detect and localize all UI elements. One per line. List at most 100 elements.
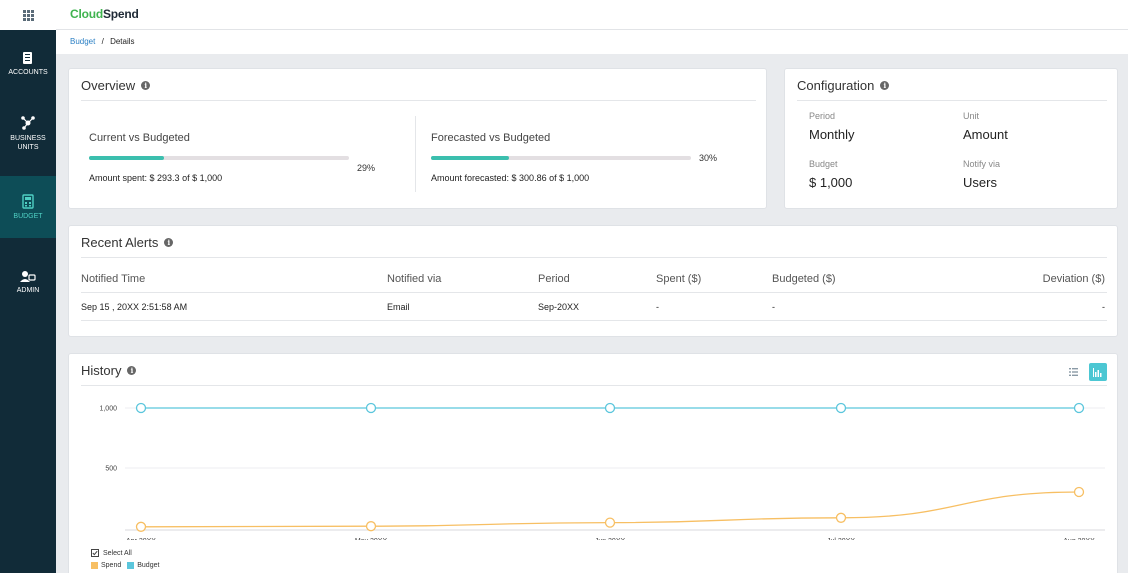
- chart-view-button[interactable]: [1089, 363, 1107, 381]
- history-title-text: History: [81, 363, 122, 378]
- forecast-progress-bar: [431, 156, 691, 160]
- current-vs-budgeted-label: Current vs Budgeted: [89, 132, 190, 144]
- select-all-checkbox[interactable]: Select All: [91, 549, 132, 557]
- sidebar-item-label-line2: UNITS: [17, 143, 39, 151]
- divider: [797, 100, 1107, 101]
- sidebar-item-business-units[interactable]: BUSINESS UNITS: [0, 106, 56, 160]
- info-icon[interactable]: i: [127, 366, 137, 375]
- budget-data-point: [604, 402, 616, 414]
- vertical-divider: [415, 116, 416, 192]
- select-all-label: Select All: [103, 549, 132, 557]
- column-header-spent[interactable]: Spent ($): [656, 273, 702, 285]
- spend-data-point: [835, 512, 847, 523]
- column-header-notified-via[interactable]: Notified via: [387, 273, 442, 285]
- app-logo[interactable]: CloudSpend: [70, 7, 139, 21]
- amount-spent-text: Amount spent: $ 293.3 of $ 1,000: [89, 173, 223, 183]
- grid-icon: [22, 9, 34, 21]
- current-progress-fill: [89, 156, 165, 160]
- cell-notified-time: Sep 15 , 20XX 2:51:58 AM: [81, 302, 188, 312]
- network-icon: [21, 115, 35, 130]
- info-icon[interactable]: i: [880, 81, 890, 90]
- x-tick-label: Jul 20XX: [827, 538, 855, 540]
- chart-legend: Spend Budget: [91, 562, 159, 569]
- logo-text-spend: Spend: [103, 7, 139, 21]
- overview-card: Overview i Current vs Budgeted 29% Amoun…: [68, 68, 767, 209]
- overview-title: Overview i: [81, 78, 151, 93]
- spend-data-point: [135, 521, 147, 532]
- amount-forecasted-text: Amount forecasted: $ 300.86 of $ 1,000: [431, 173, 590, 183]
- breadcrumb: Budget / Details: [70, 37, 135, 46]
- y-tick-label: 1,000: [99, 406, 117, 413]
- breadcrumb-separator: /: [101, 37, 104, 46]
- sidebar-item-label-line1: BUSINESS: [10, 134, 46, 142]
- info-icon[interactable]: i: [141, 81, 151, 90]
- y-tick-label: 500: [105, 466, 117, 473]
- cell-notified-via: Email: [387, 302, 410, 312]
- column-header-notified-time[interactable]: Notified Time: [81, 273, 146, 285]
- legend-item-spend[interactable]: Spend: [91, 562, 121, 569]
- sidebar-item-label: ACCOUNTS: [8, 69, 48, 76]
- breadcrumb-link-budget[interactable]: Budget: [70, 37, 96, 46]
- forecast-progress-fill: [431, 156, 509, 160]
- list-view-button[interactable]: [1065, 364, 1081, 380]
- admin-user-icon: [20, 270, 36, 282]
- spend-data-point: [604, 517, 616, 528]
- sidebar-item-budget[interactable]: BUDGET: [0, 176, 56, 238]
- column-header-deviation[interactable]: Deviation ($): [1042, 273, 1105, 285]
- period-label: Period: [809, 111, 836, 121]
- history-line-chart: 1,000 500 Apr 20XX May 20XX Jun 20XX Jul 20XX…: [99, 402, 1105, 540]
- configuration-title-text: Configuration: [797, 78, 875, 93]
- current-percent: 29%: [357, 163, 376, 173]
- sidebar: ACCOUNTS BUSINESS UNITS BUDGET: [0, 0, 56, 573]
- x-tick-label: Aug 20XX: [1063, 538, 1095, 540]
- unit-value: Amount: [963, 127, 1008, 142]
- divider: [81, 257, 1107, 258]
- cell-budgeted: -: [772, 302, 775, 312]
- spend-swatch: [91, 562, 98, 569]
- budget-data-point: [135, 402, 147, 414]
- sidebar-item-admin[interactable]: ADMIN: [0, 260, 56, 304]
- apps-grid-button[interactable]: [0, 0, 56, 30]
- checkbox-checked-icon: [91, 549, 99, 557]
- recent-alerts-title: Recent Alerts i: [81, 235, 174, 250]
- overview-title-text: Overview: [81, 78, 136, 93]
- budget-value: $ 1,000: [809, 175, 853, 190]
- unit-label: Unit: [963, 111, 980, 121]
- logo-text-cloud: Cloud: [70, 7, 103, 21]
- legend-item-budget[interactable]: Budget: [127, 562, 159, 569]
- history-card: History i 1,000 500 Apr 20XX May 20XX Jun 20…: [68, 353, 1118, 573]
- budget-swatch: [127, 562, 135, 569]
- history-title: History i: [81, 363, 137, 378]
- divider: [81, 292, 1107, 293]
- notify-via-value: Users: [963, 175, 997, 190]
- forecast-percent: 30%: [699, 153, 718, 163]
- budget-data-point: [365, 402, 377, 414]
- spend-data-point: [365, 521, 377, 532]
- cell-period: Sep-20XX: [538, 302, 580, 312]
- legend-budget-label: Budget: [137, 562, 160, 569]
- cell-spent: -: [656, 302, 659, 312]
- column-header-budgeted[interactable]: Budgeted ($): [772, 273, 836, 285]
- divider: [81, 100, 756, 101]
- budget-label: Budget: [809, 159, 838, 169]
- x-tick-label: May 20XX: [355, 538, 388, 540]
- divider: [81, 320, 1107, 321]
- breadcrumb-bar: Budget / Details: [56, 30, 1128, 54]
- configuration-title: Configuration i: [797, 78, 890, 93]
- x-tick-label: Apr 20XX: [126, 538, 156, 540]
- period-value: Monthly: [809, 127, 855, 142]
- document-icon: [23, 52, 32, 64]
- recent-alerts-title-text: Recent Alerts: [81, 235, 159, 250]
- divider: [81, 385, 1107, 386]
- top-bar: CloudSpend: [56, 0, 1128, 30]
- sidebar-item-accounts[interactable]: ACCOUNTS: [0, 40, 56, 88]
- recent-alerts-card: Recent Alerts i Notified Time Notified v…: [68, 225, 1118, 337]
- sidebar-item-label: BUDGET: [13, 212, 43, 220]
- breadcrumb-current: Details: [110, 37, 135, 46]
- legend-spend-label: Spend: [101, 562, 122, 569]
- list-icon: [1068, 368, 1078, 376]
- configuration-card: Configuration i Period Monthly Unit Amou…: [784, 68, 1118, 209]
- bar-chart-icon: [1093, 367, 1102, 377]
- column-header-period[interactable]: Period: [538, 273, 570, 285]
- info-icon[interactable]: i: [164, 238, 174, 247]
